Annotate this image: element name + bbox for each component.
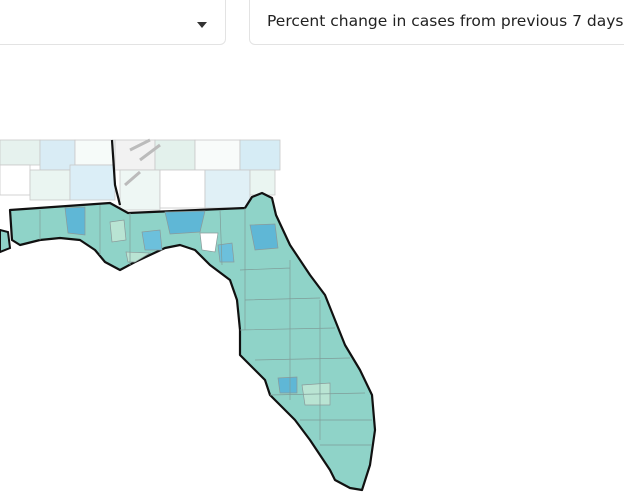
- georgia-alabama-counties: [0, 138, 281, 211]
- metric-dropdown[interactable]: Percent change in cases from previous 7 …: [249, 0, 624, 45]
- alabama-coast: [0, 228, 12, 254]
- state-border: [110, 139, 122, 206]
- florida: [8, 191, 377, 492]
- florida-highlighted-counties: [64, 206, 331, 406]
- region-dropdown[interactable]: [0, 0, 226, 45]
- county-lines: [39, 205, 372, 446]
- metric-label: Percent change in cases from previous 7 …: [267, 12, 624, 30]
- dropdown-caret-icon: [197, 22, 207, 28]
